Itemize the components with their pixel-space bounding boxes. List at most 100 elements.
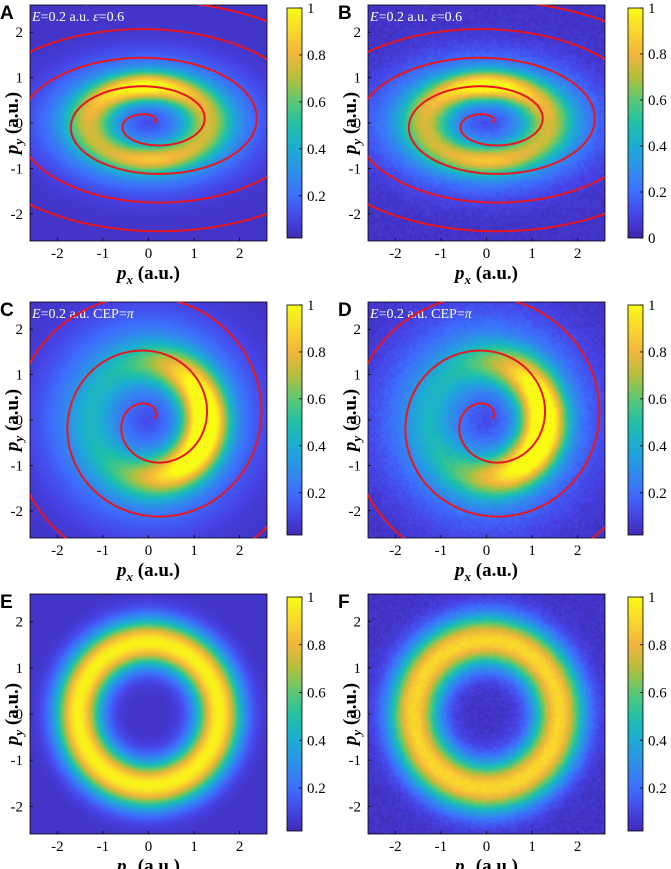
colorbar	[287, 8, 302, 238]
x-axis-label: px (a.u.)	[453, 856, 518, 869]
y-axis-label: py (a.u.)	[2, 389, 26, 453]
y-tick-label: -1	[11, 458, 24, 474]
x-tick-label: 2	[236, 246, 244, 262]
panel-label: C	[0, 300, 14, 321]
x-axis-label: px (a.u.)	[453, 263, 518, 287]
colorbar-tick-label: 1	[648, 590, 656, 606]
x-tick-label: -2	[51, 543, 64, 559]
x-tick-label: 2	[236, 839, 244, 855]
colorbar-tick-label: 0.6	[648, 93, 667, 109]
x-tick-label: 0	[145, 543, 153, 559]
x-tick-label: -1	[435, 246, 448, 262]
x-tick-label: -2	[51, 839, 64, 855]
colorbar-tick-label: 0.4	[648, 139, 667, 155]
y-tick-label: -1	[349, 161, 362, 177]
panel-label: A	[0, 3, 14, 24]
colorbar-tick-label: 0.8	[648, 345, 667, 361]
colorbar-tick-label: 0.6	[648, 392, 667, 408]
colorbar-tick-label: 0.4	[307, 439, 326, 455]
heatmap-image-C	[30, 302, 267, 538]
x-tick-label: 0	[483, 543, 491, 559]
panel-annotation: E=0.2 a.u. CEP=π	[31, 307, 135, 322]
x-tick-label: 1	[190, 839, 198, 855]
y-tick-label: 2	[354, 615, 362, 631]
colorbar-tick-label: 0.2	[648, 781, 667, 797]
colorbar-tick-label: 1	[648, 1, 656, 17]
colorbar-tick-label: 0.4	[648, 439, 667, 455]
colorbar-tick-label: 1	[307, 298, 315, 314]
colorbar-tick-label: 1	[307, 1, 315, 17]
colorbar-tick-label: 1	[648, 298, 656, 314]
x-tick-label: 1	[528, 839, 536, 855]
y-tick-label: 1	[354, 71, 362, 87]
colorbar-tick-label: 0.4	[307, 733, 326, 749]
y-axis-label: py (a.u.)	[2, 92, 26, 156]
x-tick-label: 1	[528, 246, 536, 262]
x-tick-label: 2	[574, 543, 582, 559]
colorbar-tick-label: 0.2	[307, 189, 326, 205]
colorbar-tick-label: 0.4	[648, 733, 667, 749]
x-tick-label: -1	[97, 246, 110, 262]
colorbar-tick-label: 0	[648, 231, 656, 247]
y-axis-label: py (a.u.)	[2, 683, 26, 747]
y-tick-label: -1	[349, 458, 362, 474]
colorbar-tick-label: 0.8	[307, 638, 326, 654]
x-tick-label: 2	[574, 246, 582, 262]
colorbar-tick-label: 0.6	[648, 686, 667, 702]
y-tick-label: -2	[349, 504, 362, 520]
y-tick-label: 1	[354, 661, 362, 677]
x-tick-label: -1	[97, 839, 110, 855]
x-tick-label: 0	[145, 246, 153, 262]
x-tick-label: 1	[528, 543, 536, 559]
colorbar	[628, 305, 643, 535]
colorbar-tick-label: 0.6	[307, 686, 326, 702]
x-tick-label: -2	[389, 543, 402, 559]
colorbar	[628, 8, 643, 238]
heatmap-image-D	[368, 302, 605, 538]
colorbar-tick-label: 0.8	[648, 638, 667, 654]
colorbar	[287, 305, 302, 535]
y-axis-label: py (a.u.)	[340, 389, 364, 453]
y-tick-label: -1	[11, 753, 24, 769]
y-axis-label: py (a.u.)	[340, 683, 364, 747]
y-tick-label: -1	[349, 753, 362, 769]
colorbar-tick-label: 0.8	[307, 345, 326, 361]
panel-annotation: E=0.2 a.u. ε=0.6	[31, 10, 124, 25]
colorbar-tick-label: 1	[307, 590, 315, 606]
y-tick-label: 2	[16, 615, 24, 631]
colorbar	[287, 597, 302, 831]
x-tick-label: -1	[435, 543, 448, 559]
colorbar-tick-label: 0.2	[307, 486, 326, 502]
y-tick-label: 1	[354, 368, 362, 384]
colorbar	[628, 597, 643, 831]
y-tick-label: 1	[16, 368, 24, 384]
heatmap-image-E	[30, 594, 267, 834]
x-tick-label: 2	[236, 543, 244, 559]
x-tick-label: -1	[97, 543, 110, 559]
colorbar-tick-label: 0.2	[307, 781, 326, 797]
panel-annotation: E=0.2 a.u. CEP=π	[369, 307, 473, 322]
x-axis-label: px (a.u.)	[115, 856, 180, 869]
colorbar-tick-label: 0.2	[648, 486, 667, 502]
colorbar-tick-label: 0.6	[307, 392, 326, 408]
x-axis-label: px (a.u.)	[115, 560, 180, 584]
y-tick-label: 2	[16, 25, 24, 41]
x-axis-label: px (a.u.)	[115, 263, 180, 287]
y-tick-label: 2	[16, 322, 24, 338]
y-tick-label: 1	[16, 661, 24, 677]
heatmap-image-F	[368, 594, 605, 834]
heatmap-image-A	[30, 5, 267, 241]
x-tick-label: -2	[51, 246, 64, 262]
x-axis-label: px (a.u.)	[453, 560, 518, 584]
y-tick-label: -2	[11, 207, 24, 223]
x-tick-label: 2	[574, 839, 582, 855]
x-tick-label: 0	[483, 839, 491, 855]
colorbar-tick-label: 0.4	[307, 142, 326, 158]
y-tick-label: -1	[11, 161, 24, 177]
y-axis-label: py (a.u.)	[340, 92, 364, 156]
panel-label: F	[338, 592, 350, 613]
x-tick-label: -2	[389, 839, 402, 855]
colorbar-tick-label: 0.8	[648, 47, 667, 63]
x-tick-label: -2	[389, 246, 402, 262]
